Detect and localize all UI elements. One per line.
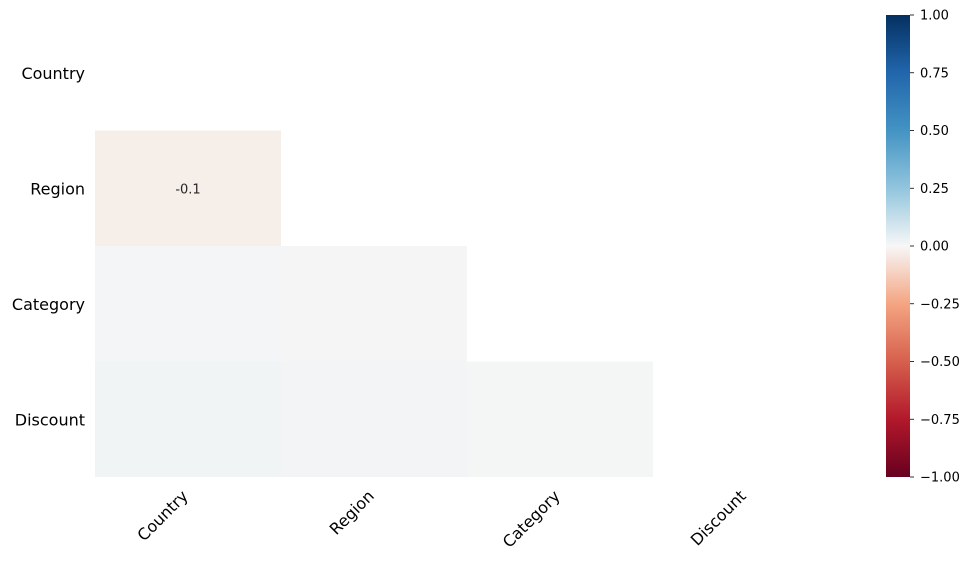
x-tick-category: Category [499, 486, 564, 551]
colorbar-tick-label: −0.25 [920, 297, 960, 312]
colorbar-tick-label: −1.00 [920, 471, 960, 486]
heatmap-cell-labels: -0.1 [175, 182, 200, 197]
colorbar-ticks: 1.00 0.75 0.50 0.25 0.00 −0.25 −0.50 −0.75 −1.00 [910, 9, 960, 486]
y-tick-country: Country [21, 64, 85, 83]
heatmap-cell-discount-category [467, 361, 653, 477]
colorbar-tick-label: 0.00 [920, 240, 949, 255]
heatmap-cell-discount-country [95, 361, 281, 477]
y-tick-discount: Discount [15, 410, 85, 429]
heatmap-cell-category-country [95, 246, 281, 362]
colorbar-tick-label: 0.75 [920, 66, 949, 81]
heatmap-cell-discount-region [281, 361, 467, 477]
y-tick-labels: Country Region Category Discount [12, 64, 85, 430]
x-tick-labels: Country Region Category Discount [133, 486, 749, 551]
colorbar-tick-label: 0.50 [920, 124, 949, 139]
heatmap-cell-region-country [95, 130, 281, 246]
colorbar-tick-label: 1.00 [920, 9, 949, 24]
x-tick-region: Region [326, 486, 378, 538]
x-tick-country: Country [133, 486, 191, 544]
heatmap-cell-category-region [281, 246, 467, 362]
y-tick-category: Category [12, 295, 85, 314]
x-tick-discount: Discount [687, 486, 750, 549]
cell-value-label: -0.1 [175, 182, 200, 197]
colorbar-tick-label: −0.50 [920, 355, 960, 370]
colorbar [886, 15, 910, 477]
colorbar-tick-label: 0.25 [920, 182, 949, 197]
y-tick-region: Region [30, 179, 85, 198]
colorbar-tick-label: −0.75 [920, 413, 960, 428]
heatmap-cells [95, 130, 653, 477]
